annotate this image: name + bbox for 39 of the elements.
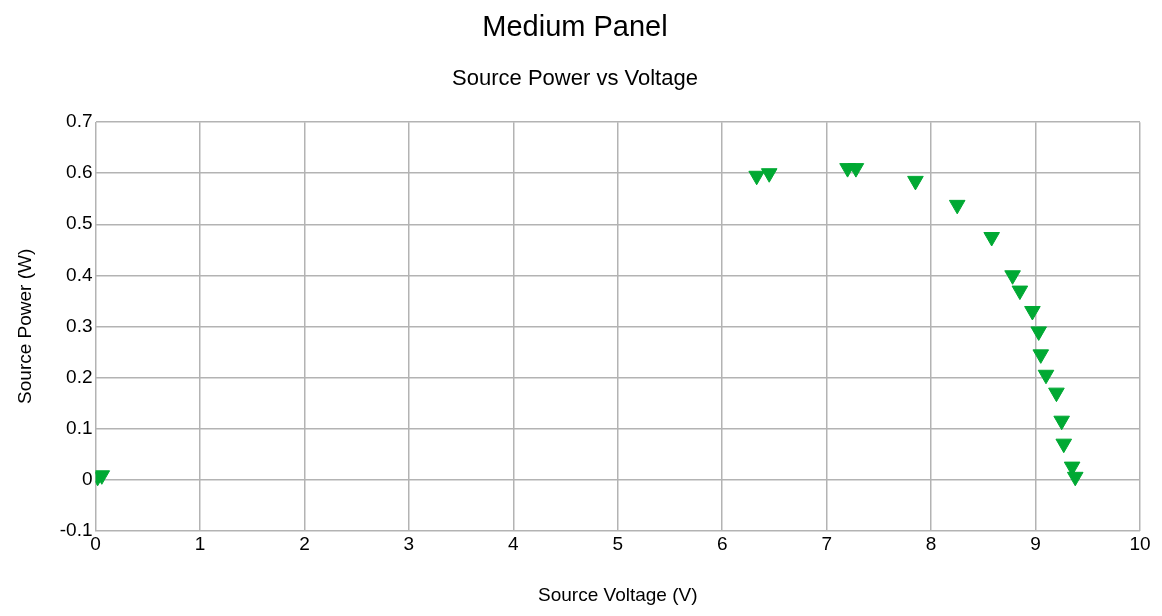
x-tick-label: 10 <box>1129 533 1151 555</box>
x-tick-label: 3 <box>403 533 415 555</box>
point <box>95 470 111 485</box>
point <box>1055 438 1073 454</box>
point <box>1048 387 1065 403</box>
y-axis-title: Source Power (W) <box>13 248 35 404</box>
point <box>1030 326 1047 341</box>
point <box>1066 471 1084 487</box>
point <box>1024 305 1041 321</box>
x-axis-title: Source Voltage (V) <box>538 583 698 605</box>
point <box>1011 285 1029 301</box>
x-tick-label: 9 <box>1030 533 1041 555</box>
y-tick-label: 0.1 <box>66 416 93 438</box>
point <box>1037 369 1055 385</box>
x-tick-label: 8 <box>925 533 937 555</box>
x-tick-label: 4 <box>508 533 520 555</box>
y-tick-label: 0.7 <box>66 110 93 132</box>
y-tick-label: 0.4 <box>66 263 93 285</box>
y-tick-label: 0.6 <box>66 161 93 183</box>
point <box>1053 415 1070 431</box>
point <box>1032 349 1050 364</box>
y-tick-label: 0 <box>81 467 93 489</box>
x-tick-label: 2 <box>299 533 310 555</box>
point <box>1004 270 1021 285</box>
point <box>983 232 1000 247</box>
point <box>907 175 924 191</box>
y-tick-label: 0.3 <box>66 314 93 336</box>
x-tick-label: 6 <box>716 533 728 555</box>
chart-title: Medium Panel <box>482 10 668 43</box>
point <box>847 163 865 178</box>
chart-subtitle: Source Power vs Voltage <box>452 65 698 91</box>
point <box>948 199 966 215</box>
x-tick-label: 7 <box>821 533 832 555</box>
y-tick-label: 0.2 <box>66 365 93 387</box>
x-tick-label: 1 <box>194 533 206 555</box>
point <box>760 168 778 183</box>
point <box>748 170 765 186</box>
x-tick-label: 5 <box>612 533 624 555</box>
y-tick-label: 0.5 <box>66 212 93 234</box>
